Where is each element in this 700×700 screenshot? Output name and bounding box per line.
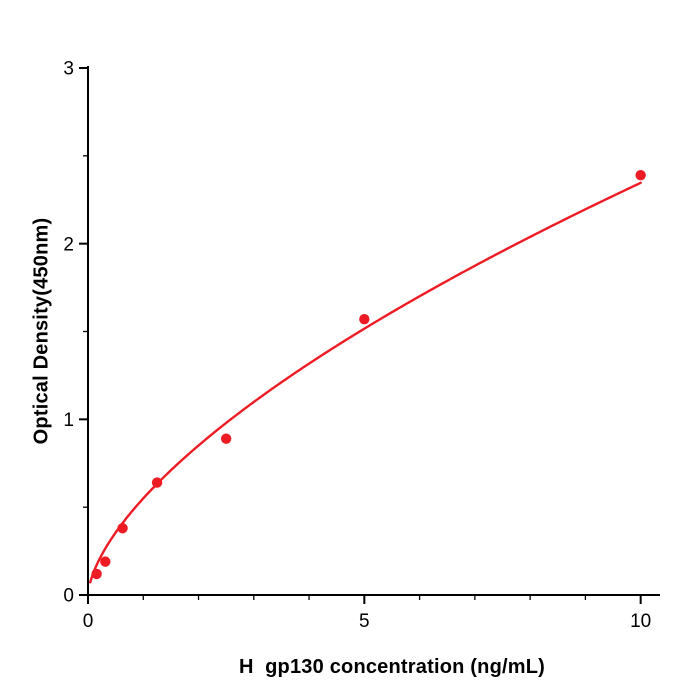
- x-tick-label: 0: [83, 611, 94, 632]
- data-point: [117, 523, 128, 534]
- y-axis-title: Optical Density(450nm): [30, 217, 53, 445]
- x-axis-title: H gp130 concentration (ng/mL): [238, 656, 546, 678]
- data-point: [220, 433, 232, 444]
- data-point: [100, 556, 111, 567]
- x-tick-label: 5: [359, 611, 370, 632]
- x-tick-label: 10: [630, 611, 651, 632]
- y-tick-label: 2: [63, 234, 74, 255]
- y-tick-label: 3: [63, 59, 74, 80]
- y-tick-label: 1: [63, 410, 74, 431]
- data-point: [151, 477, 163, 488]
- y-tick-label: 0: [63, 586, 74, 607]
- data-point: [635, 169, 646, 181]
- data-point: [359, 314, 370, 325]
- fit-curve: [89, 181, 642, 584]
- data-point: [91, 568, 102, 580]
